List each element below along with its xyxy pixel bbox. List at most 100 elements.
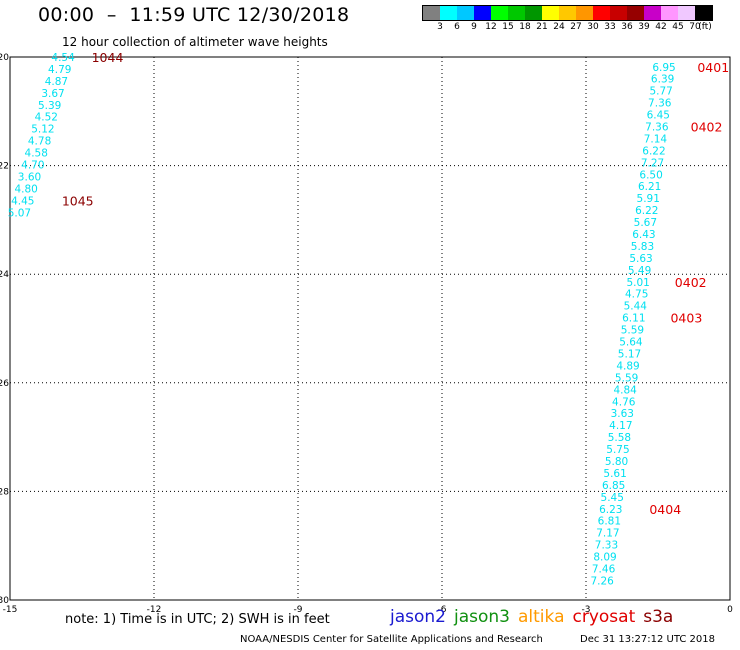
legend-swatch xyxy=(474,6,491,20)
legend-label: 12 xyxy=(485,22,497,32)
legend-swatch xyxy=(542,6,559,20)
swh-value: 4.89 xyxy=(616,360,639,372)
swh-value: 6.22 xyxy=(642,145,665,157)
swh-value: 3.63 xyxy=(611,408,634,420)
swh-value: 4.52 xyxy=(35,112,58,124)
legend-label: 30 xyxy=(587,22,599,32)
latitude-tick-label: -28 xyxy=(0,487,9,497)
pass-time-label: 0401 xyxy=(697,60,729,75)
legend-swatch xyxy=(695,6,712,20)
legend-swatch xyxy=(440,6,457,20)
chart-title: 00:00 – 11:59 UTC 12/30/2018 xyxy=(38,4,350,26)
swh-value: 5.07 xyxy=(8,207,31,219)
swh-value: 4.84 xyxy=(613,384,637,396)
swh-value: 4.79 xyxy=(48,64,71,76)
legend-label: 70 xyxy=(689,22,701,32)
credit-line: NOAA/NESDIS Center for Satellite Applica… xyxy=(240,634,543,645)
legend-swatch xyxy=(508,6,525,20)
longitude-tick-label: -3 xyxy=(582,605,591,615)
pass-time-label: 0402 xyxy=(691,120,723,135)
legend-swatch xyxy=(610,6,627,20)
swh-value: 7.26 xyxy=(590,575,614,587)
longitude-tick-label: -12 xyxy=(147,605,162,615)
latitude-tick-label: -26 xyxy=(0,379,9,389)
swh-value: 4.45 xyxy=(11,195,34,207)
legend-swatch xyxy=(423,6,440,20)
swh-value: 6.45 xyxy=(647,110,670,122)
swh-value: 6.21 xyxy=(638,181,661,193)
footer-note: note: 1) Time is in UTC; 2) SWH is in fe… xyxy=(65,612,330,627)
latitude-tick-label: -30 xyxy=(0,596,9,606)
swh-value: 5.17 xyxy=(618,348,641,360)
swh-value: 6.11 xyxy=(622,313,645,325)
legend-label: (ft) xyxy=(698,22,712,32)
generated-timestamp: Dec 31 13:27:12 UTC 2018 xyxy=(580,634,715,645)
swh-value: 3.67 xyxy=(41,88,64,100)
swh-value: 5.59 xyxy=(621,325,644,337)
swh-value: 5.45 xyxy=(601,492,624,504)
swh-value: 6.85 xyxy=(602,480,625,492)
legend-label: 21 xyxy=(536,22,548,32)
swh-value: 5.61 xyxy=(603,468,626,480)
legend-swatch xyxy=(559,6,576,20)
swh-value: 5.91 xyxy=(637,193,660,205)
swh-value: 5.83 xyxy=(631,241,654,253)
pass-time-label: 0403 xyxy=(670,311,702,326)
satellite-name: jason3 xyxy=(454,607,510,627)
swh-value: 4.76 xyxy=(612,396,636,408)
pass-time-label: 0402 xyxy=(675,275,707,290)
swh-value: 7.46 xyxy=(592,564,616,576)
legend-label: 15 xyxy=(502,22,514,32)
satellite-name: s3a xyxy=(643,607,674,627)
swh-value: 6.81 xyxy=(598,516,621,528)
swh-value: 6.43 xyxy=(632,229,655,241)
legend-label: 3 xyxy=(437,22,443,32)
swh-value: 7.27 xyxy=(641,157,664,169)
swh-value: 4.80 xyxy=(14,183,37,195)
latitude-tick-label: -22 xyxy=(0,162,9,172)
swh-value: 6.23 xyxy=(599,504,622,516)
swh-value: 5.12 xyxy=(31,124,54,136)
satellite-name: cryosat xyxy=(572,607,636,627)
swh-value: 4.75 xyxy=(625,289,648,301)
swh-value: 3.60 xyxy=(18,171,41,183)
swh-value: 6.95 xyxy=(652,62,675,74)
pass-time-label: 0404 xyxy=(649,502,681,517)
swh-value: 5.80 xyxy=(605,456,628,468)
swh-value: 5.58 xyxy=(608,432,631,444)
longitude-tick-label: 0 xyxy=(727,605,733,615)
pass-time-label: 1044 xyxy=(92,50,124,65)
swh-value: 7.17 xyxy=(596,528,619,540)
swh-value: 5.49 xyxy=(628,265,651,277)
swh-value: 5.01 xyxy=(626,277,649,289)
swh-value: 5.64 xyxy=(619,337,643,349)
satellite-legend: jason2 jason3 altika cryosat s3a xyxy=(390,607,681,627)
legend-swatch xyxy=(491,6,508,20)
swh-value: 4.70 xyxy=(21,160,44,172)
swh-color-legend xyxy=(422,5,713,21)
swh-value: 5.75 xyxy=(606,444,629,456)
swh-value: 4.78 xyxy=(28,136,51,148)
swh-value: 6.50 xyxy=(639,169,662,181)
swh-value: 6.39 xyxy=(651,74,674,86)
legend-label: 27 xyxy=(570,22,582,32)
map-frame xyxy=(9,56,731,601)
swh-value: 4.58 xyxy=(25,148,48,160)
swh-value: 4.87 xyxy=(45,76,68,88)
legend-label: 18 xyxy=(519,22,531,32)
swh-value: 8.09 xyxy=(593,552,616,564)
legend-swatch xyxy=(576,6,593,20)
swh-value: 6.22 xyxy=(635,205,658,217)
swh-value: 5.59 xyxy=(615,372,638,384)
legend-label: 9 xyxy=(471,22,477,32)
satellite-name: altika xyxy=(518,607,565,627)
satellite-name: jason2 xyxy=(390,607,446,627)
legend-swatch xyxy=(525,6,542,20)
swh-value: 5.77 xyxy=(649,86,672,98)
legend-label: 33 xyxy=(604,22,616,32)
swh-value: 5.67 xyxy=(634,217,657,229)
swh-value: 4.17 xyxy=(609,420,632,432)
latitude-tick-label: -20 xyxy=(0,53,9,63)
legend-label: 39 xyxy=(638,22,650,32)
